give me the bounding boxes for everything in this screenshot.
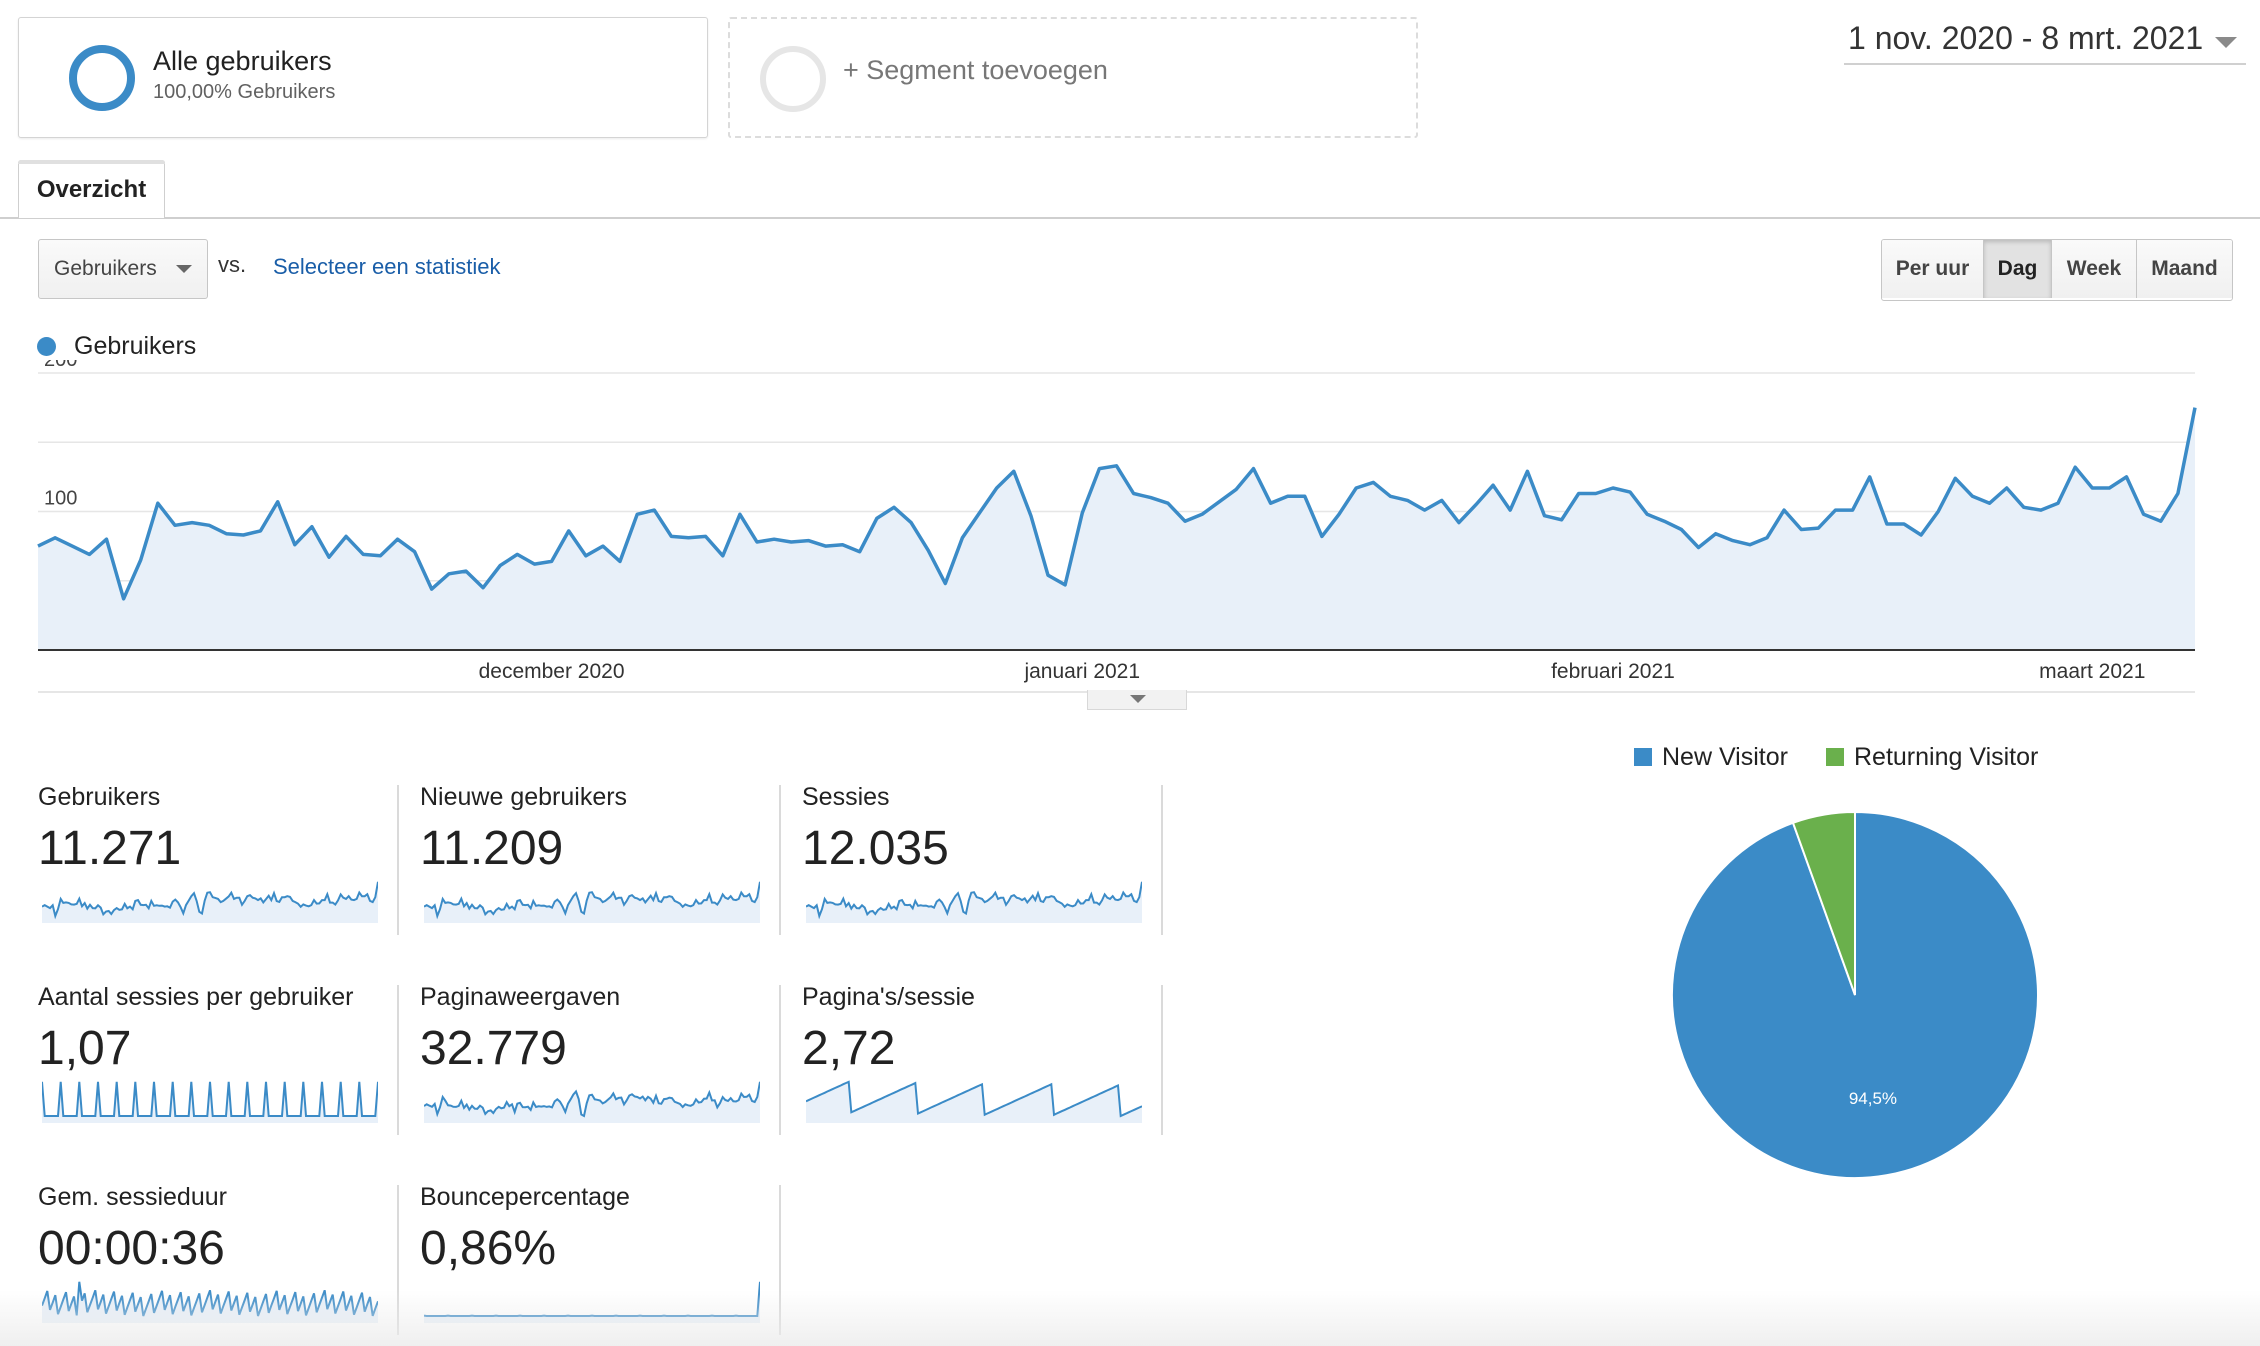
sparkline	[42, 1281, 378, 1323]
stat-value: 11.209	[420, 822, 564, 875]
sparkline-line	[424, 1281, 760, 1317]
sparkline-area	[42, 881, 378, 923]
stat-bounce-rate: Bouncepercentage 0,86%	[420, 1183, 770, 1333]
tab-overzicht[interactable]: Overzicht	[18, 160, 165, 218]
series-line-gebruikers	[37, 407, 2197, 601]
pie-legend-new-visitor: New Visitor	[1634, 743, 1788, 772]
chevron-down-icon[interactable]	[2215, 37, 2237, 48]
stat-value: 32.779	[420, 1022, 567, 1075]
sparkline	[42, 1081, 378, 1123]
x-tick-label: januari 2021	[1023, 660, 1140, 683]
users-line-chart: 200 100 december 2020 januari 2021 februari …	[37, 360, 2197, 693]
segment-all-users[interactable]: Alle gebruikers 100,00% Gebruikers	[18, 17, 708, 138]
x-tick-label: december 2020	[479, 660, 625, 683]
sparkline-area	[806, 1081, 1142, 1123]
pie-legend-label: Returning Visitor	[1854, 743, 2039, 771]
expand-chart-handle[interactable]	[1087, 690, 1187, 710]
stat-label: Sessies	[802, 783, 890, 811]
granularity-day-button[interactable]: Dag	[1983, 240, 2051, 298]
granularity-week-button[interactable]: Week	[2051, 240, 2136, 298]
visitor-type-pie-chart: 94,5%	[1671, 810, 2039, 1179]
stat-divider	[779, 985, 781, 1135]
stat-label: Gebruikers	[38, 783, 161, 811]
granularity-hourly-button[interactable]: Per uur	[1882, 240, 1983, 298]
date-range-underline	[1844, 63, 2246, 65]
sparkline-line	[42, 1081, 378, 1117]
area-fill	[38, 407, 2195, 650]
chart-legend-label: Gebruikers	[74, 332, 197, 360]
sparkline-area	[42, 1081, 378, 1123]
stat-sessions-per-user: Aantal sessies per gebruiker 1,07	[38, 983, 388, 1133]
stat-divider	[397, 1185, 399, 1335]
sparkline-line	[806, 881, 1142, 920]
stat-divider	[1161, 785, 1163, 935]
sparkline	[806, 881, 1142, 923]
stat-value: 0,86%	[420, 1222, 557, 1275]
select-statistic-link[interactable]: Selecteer een statistiek	[273, 254, 501, 279]
stat-value: 1,07	[38, 1022, 132, 1075]
segment-subtitle: 100,00% Gebruikers	[153, 81, 336, 103]
sparkline	[424, 1081, 760, 1123]
date-range-picker[interactable]: 1 nov. 2020 - 8 mrt. 2021	[1848, 20, 2204, 56]
metric-select[interactable]: Gebruikers	[38, 239, 208, 299]
stat-label: Bouncepercentage	[420, 1183, 630, 1211]
stat-label: Nieuwe gebruikers	[420, 783, 628, 811]
tab-divider	[0, 217, 2260, 219]
stat-label: Gem. sessieduur	[38, 1183, 227, 1211]
segment-placeholder-ring-icon	[760, 46, 826, 112]
stat-new-users: Nieuwe gebruikers 11.209	[420, 783, 770, 933]
add-segment-button[interactable]: + Segment toevoegen	[728, 17, 1418, 138]
stat-label: Aantal sessies per gebruiker	[38, 983, 354, 1011]
stat-label: Pagina's/sessie	[802, 983, 975, 1011]
stat-divider	[779, 1185, 781, 1335]
stat-divider	[779, 785, 781, 935]
add-segment-label: + Segment toevoegen	[843, 55, 1108, 85]
stat-value: 00:00:36	[38, 1222, 225, 1275]
sparkline-area	[424, 1081, 760, 1123]
segment-ring-icon	[69, 45, 135, 111]
sparkline-area	[42, 1281, 378, 1323]
sparkline	[806, 1080, 1142, 1123]
legend-dot-icon	[37, 337, 56, 356]
stat-sessions: Sessies 12.035	[802, 783, 1152, 933]
stat-value: 12.035	[802, 822, 949, 875]
x-tick-label: februari 2021	[1551, 660, 1675, 683]
pie-legend-returning-visitor: Returning Visitor	[1826, 743, 2038, 772]
sparkline	[42, 881, 378, 923]
stat-value: 11.271	[38, 822, 182, 875]
x-tick-label: maart 2021	[2039, 660, 2145, 683]
granularity-month-button[interactable]: Maand	[2136, 240, 2232, 298]
stat-divider	[1161, 985, 1163, 1135]
sparkline-line	[42, 881, 378, 920]
stat-avg-session-duration: Gem. sessieduur 00:00:36	[38, 1183, 388, 1333]
legend-swatch	[1826, 748, 1844, 766]
stat-divider	[397, 785, 399, 935]
sparkline-line	[806, 1080, 1142, 1118]
y-tick-label: 200	[44, 360, 77, 371]
stat-divider	[397, 985, 399, 1135]
sparkline-area	[424, 881, 760, 923]
segment-name: Alle gebruikers	[153, 46, 332, 76]
stat-label: Paginaweergaven	[420, 983, 621, 1011]
stat-users: Gebruikers 11.271	[38, 783, 388, 933]
pie-slice-returning-visitor	[1791, 810, 1856, 996]
sparkline-line	[424, 881, 760, 920]
vs-label: vs.	[218, 252, 247, 277]
stat-pageviews: Paginaweergaven 32.779	[420, 983, 770, 1133]
legend-swatch	[1634, 748, 1652, 766]
pie-data-label: 94,5%	[1849, 1089, 1897, 1108]
chevron-down-icon	[176, 265, 192, 273]
metric-select-value: Gebruikers	[54, 257, 157, 280]
sparkline	[424, 881, 760, 923]
pie-legend-label: New Visitor	[1662, 743, 1788, 771]
stat-pages-per-session: Pagina's/sessie 2,72	[802, 983, 1152, 1133]
sparkline	[424, 1281, 760, 1323]
stat-value: 2,72	[802, 1022, 896, 1075]
y-tick-label: 100	[44, 488, 77, 510]
granularity-toggle: Per uur Dag Week Maand	[1881, 239, 2233, 301]
sparkline-area	[806, 881, 1142, 923]
sparkline-line	[424, 1081, 760, 1118]
